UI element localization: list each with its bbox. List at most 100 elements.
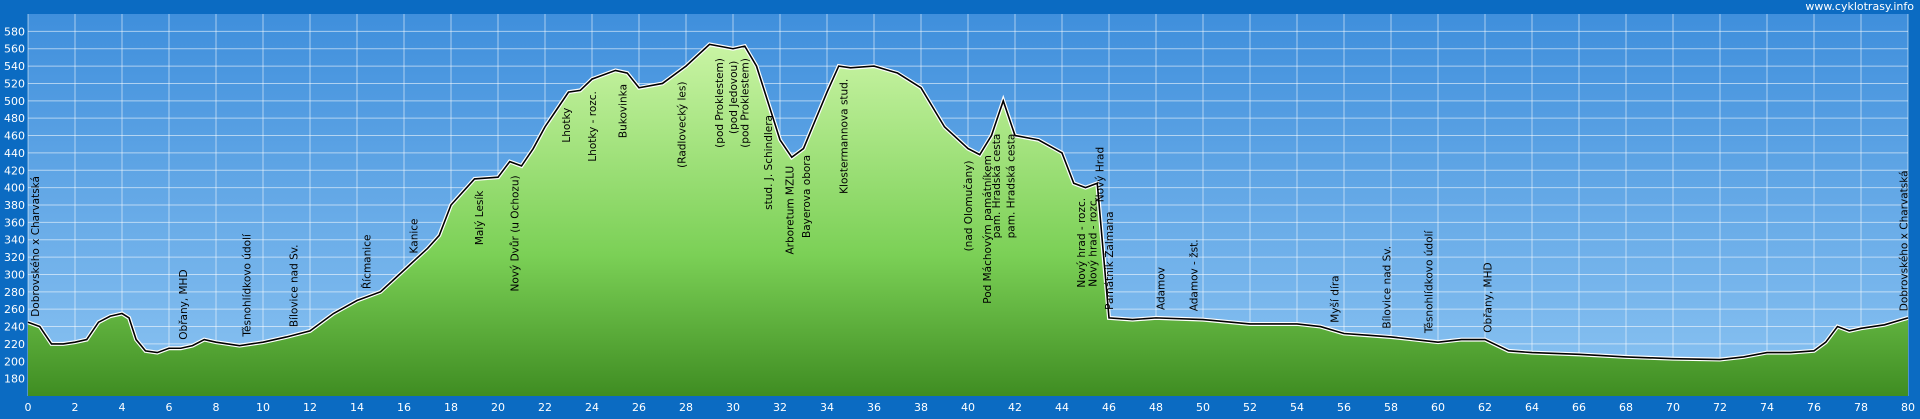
x-tick-label: 2 (72, 401, 79, 414)
x-tick-label: 28 (679, 401, 693, 414)
x-tick-label: 78 (1854, 401, 1868, 414)
annotation: Nový Hrad (1095, 147, 1107, 202)
y-tick-label: 180 (4, 373, 25, 386)
x-tick-label: 26 (632, 401, 646, 414)
annotation: Arboretum MZLU (784, 166, 796, 255)
annotation: Památník Žalmana (1103, 211, 1116, 309)
x-tick-label: 60 (1431, 401, 1445, 414)
x-tick-label: 32 (773, 401, 787, 414)
y-tick-label: 440 (4, 147, 25, 160)
x-tick-label: 0 (25, 401, 32, 414)
annotation: Lhotky (561, 108, 573, 143)
x-tick-label: 48 (1149, 401, 1163, 414)
x-tick-label: 20 (491, 401, 505, 414)
y-tick-label: 500 (4, 95, 25, 108)
y-tick-label: 340 (4, 234, 25, 247)
x-tick-label: 38 (914, 401, 928, 414)
annotation: Adamov (1156, 267, 1168, 310)
x-tick-label: 34 (820, 401, 834, 414)
watermark: www.cyklotrasy.info (1805, 0, 1914, 13)
x-tick-label: 68 (1619, 401, 1633, 414)
y-tick-label: 580 (4, 25, 25, 38)
x-tick-label: 4 (119, 401, 126, 414)
annotation: (pod Proklestem) (714, 58, 726, 148)
y-tick-label: 280 (4, 286, 25, 299)
y-tick-label: 380 (4, 199, 25, 212)
y-tick-label: 320 (4, 251, 25, 264)
x-tick-label: 40 (961, 401, 975, 414)
annotation: Obřany, MHD (1482, 262, 1494, 332)
x-tick-label: 30 (726, 401, 740, 414)
x-tick-label: 16 (397, 401, 411, 414)
x-tick-label: 56 (1337, 401, 1351, 414)
annotation: Nový Dvůr (u Ochozu) (509, 175, 521, 291)
x-tick-label: 6 (166, 401, 173, 414)
annotation: (nad Olomučany) (963, 161, 975, 252)
annotation: (pod Jedovou) (728, 61, 740, 134)
x-tick-label: 62 (1478, 401, 1492, 414)
y-tick-label: 400 (4, 182, 25, 195)
annotation: Obřany, MHD (178, 269, 190, 339)
x-tick-label: 70 (1666, 401, 1680, 414)
annotation: Lhotky - rozc. (587, 91, 599, 162)
x-tick-label: 46 (1102, 401, 1116, 414)
x-tick-label: 12 (303, 401, 317, 414)
x-tick-label: 22 (538, 401, 552, 414)
x-tick-label: 66 (1572, 401, 1586, 414)
x-tick-label: 80 (1901, 401, 1915, 414)
annotation: Nový hrad - rozc. (1076, 198, 1088, 288)
annotation: Bílovice nad Sv. (1381, 246, 1393, 329)
y-tick-label: 300 (4, 268, 25, 281)
x-tick-label: 24 (585, 401, 599, 414)
y-tick-label: 360 (4, 216, 25, 229)
annotation: Řícmanice (360, 235, 373, 289)
annotation: Pod Máchovým památníkem (982, 155, 994, 304)
x-tick-label: 18 (444, 401, 458, 414)
y-tick-label: 520 (4, 77, 25, 90)
x-tick-label: 52 (1243, 401, 1257, 414)
y-tick-label: 240 (4, 321, 25, 334)
annotation: pam. Hradská cesta (991, 134, 1003, 239)
x-tick-label: 36 (867, 401, 881, 414)
annotation: pam. Hradská cesta (1005, 134, 1017, 239)
x-tick-label: 76 (1807, 401, 1821, 414)
x-tick-label: 58 (1384, 401, 1398, 414)
y-tick-label: 560 (4, 43, 25, 56)
x-tick-label: 8 (213, 401, 220, 414)
annotation: Dobrovského x Charvatská (1898, 170, 1910, 311)
annotation: stud. J. Schindlera (763, 115, 775, 210)
x-tick-label: 42 (1008, 401, 1022, 414)
y-tick-label: 480 (4, 112, 25, 125)
x-tick-label: 64 (1525, 401, 1539, 414)
y-tick-label: 200 (4, 355, 25, 368)
annotation: Těsnohlídkovo údolí (242, 233, 254, 338)
annotation: (pod Proklestem) (740, 58, 752, 148)
annotation: Kanice (408, 218, 420, 253)
annotation: Adamov - žst. (1189, 239, 1201, 311)
y-tick-label: 420 (4, 164, 25, 177)
x-tick-label: 50 (1196, 401, 1210, 414)
x-tick-label: 14 (350, 401, 364, 414)
annotation: Bukovinka (618, 84, 630, 138)
x-tick-label: 72 (1713, 401, 1727, 414)
annotation: Klostermannova stud. (838, 79, 850, 194)
x-tick-label: 44 (1055, 401, 1069, 414)
annotation: Nový hrad - rozc. (1088, 197, 1100, 287)
annotation: Myší díra (1330, 275, 1342, 322)
annotation: Dobrovského x Charvatská (30, 176, 42, 317)
x-tick-label: 74 (1760, 401, 1774, 414)
annotation: Bílovice nad Sv. (289, 244, 301, 327)
profile-area (28, 44, 1908, 397)
y-tick-label: 220 (4, 338, 25, 351)
annotation: Bayerova obora (801, 155, 813, 238)
annotation: Těsnohlídkovo údolí (1424, 230, 1436, 335)
x-tick-label: 54 (1290, 401, 1304, 414)
y-tick-label: 260 (4, 303, 25, 316)
annotation: Malý Lesík (474, 190, 486, 245)
x-tick-label: 10 (256, 401, 270, 414)
annotation: (Radlovecký les) (676, 82, 688, 168)
profile-line (27, 43, 1909, 361)
y-tick-label: 460 (4, 130, 25, 143)
y-tick-label: 540 (4, 60, 25, 73)
